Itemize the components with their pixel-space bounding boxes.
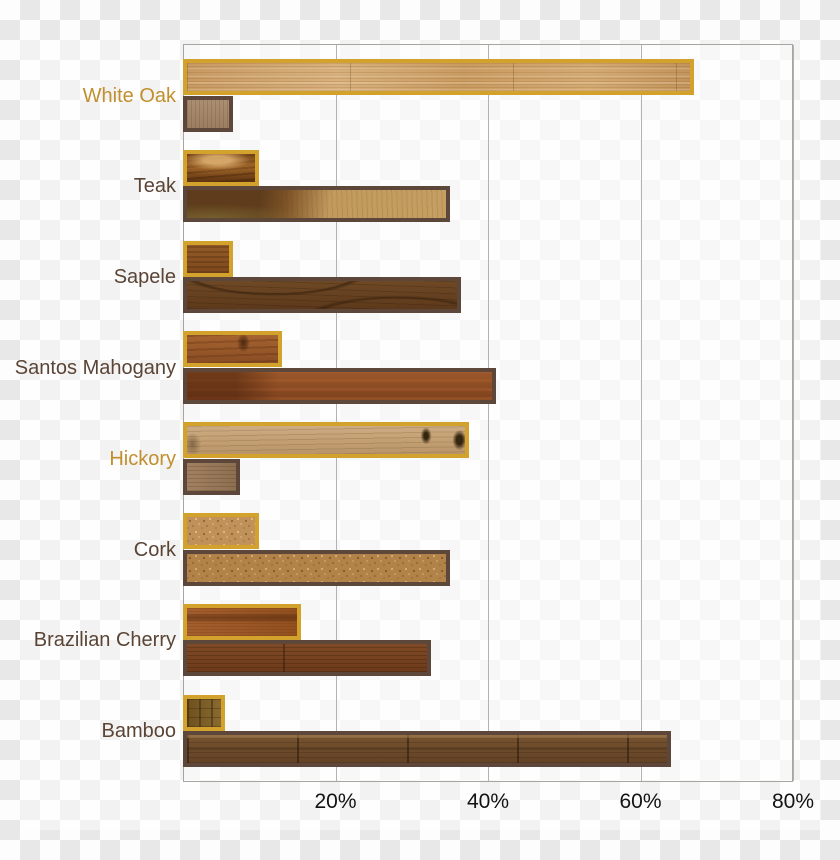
x-tick-60: 60% xyxy=(619,790,662,813)
category-label-hickory: Hickory xyxy=(109,447,176,470)
bar-cork-bottom xyxy=(183,549,450,586)
bar-white-oak-top xyxy=(183,59,694,95)
category-label-sapele: Sapele xyxy=(113,266,176,289)
gridline-40 xyxy=(488,45,489,781)
bar-sapele-top xyxy=(183,240,233,277)
bar-teak-bottom xyxy=(183,186,450,223)
category-label-brazilian-cherry: Brazilian Cherry xyxy=(33,629,176,652)
bar-bamboo-bottom xyxy=(183,731,671,768)
x-tick-80: 80% xyxy=(771,790,815,813)
gridline-80 xyxy=(793,45,794,781)
bar-hickory-bottom xyxy=(183,458,240,495)
category-label-teak: Teak xyxy=(133,175,176,198)
category-label-cork: Cork xyxy=(133,538,176,561)
bar-santos-mahogany-bottom xyxy=(183,367,496,404)
x-tick-40: 40% xyxy=(466,790,510,813)
gridline-20 xyxy=(335,45,337,781)
bar-cork-top xyxy=(183,513,259,549)
bar-brazilian-cherry-bottom xyxy=(183,640,431,677)
bar-white-oak-bottom xyxy=(183,95,233,132)
x-tick-20: 20% xyxy=(314,790,357,813)
bar-brazilian-cherry-top xyxy=(183,603,301,640)
bar-teak-top xyxy=(183,149,259,186)
bar-sapele-bottom xyxy=(183,277,461,314)
bar-santos-mahogany-top xyxy=(183,331,282,368)
gridline-60 xyxy=(640,45,642,781)
category-label-santos-mahogany: Santos Mahogany xyxy=(14,356,176,379)
category-label-white-oak: White Oak xyxy=(82,84,176,107)
bar-hickory-top xyxy=(183,422,469,459)
category-label-bamboo: Bamboo xyxy=(101,720,177,743)
bar-bamboo-top xyxy=(183,694,225,731)
